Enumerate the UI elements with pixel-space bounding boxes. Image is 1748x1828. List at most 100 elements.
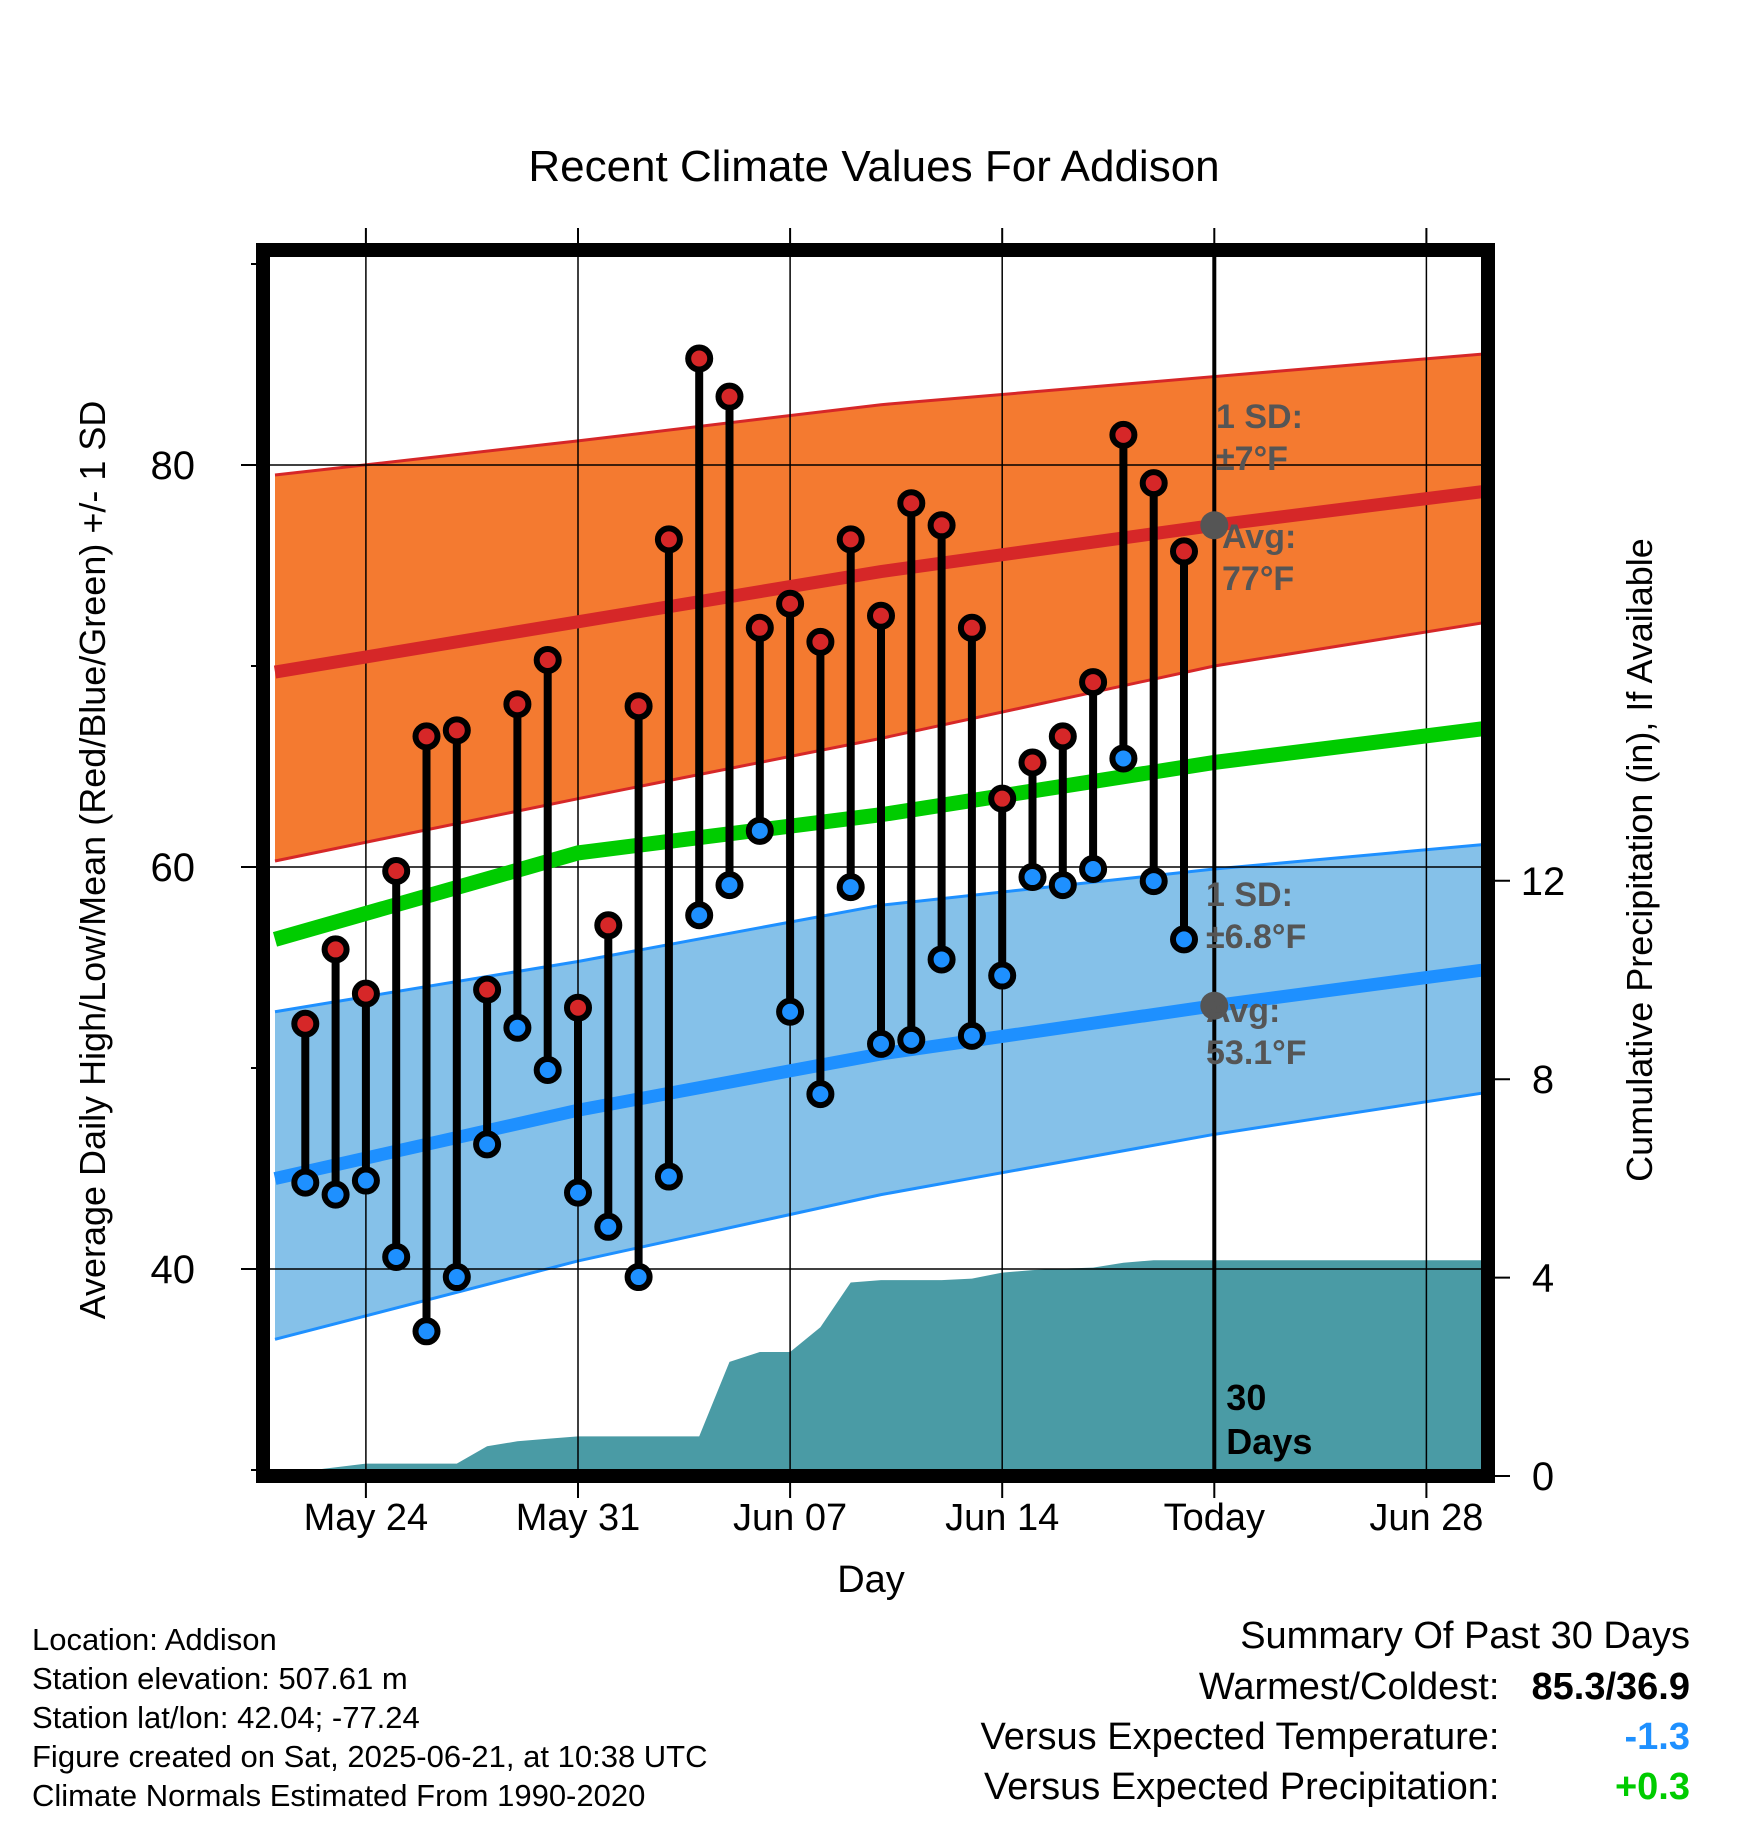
high-point [927, 511, 956, 540]
high-sd-label: 1 SD: [1216, 398, 1303, 436]
low-point [624, 1263, 653, 1292]
low-point [988, 961, 1017, 990]
y2-tick-label: 4 [1532, 1257, 1554, 1301]
low-point [291, 1168, 320, 1197]
low-point [1170, 925, 1198, 954]
low-point [1079, 855, 1108, 884]
latlon-text: Station lat/lon: 42.04; -77.24 [32, 1700, 420, 1735]
low-point [867, 1029, 895, 1058]
y-axis-label: Average Daily High/Low/Mean (Red/Blue/Gr… [72, 401, 113, 1320]
x-tick-label: Today [1164, 1497, 1265, 1539]
low-avg-label: Avg: [1206, 992, 1280, 1030]
summary-temp-row: Versus Expected Temperature: -1.3 [981, 1712, 1690, 1762]
high-point [321, 935, 350, 964]
low-point [321, 1180, 350, 1209]
high-point [685, 344, 714, 373]
precip-value: +0.3 [1614, 1766, 1690, 1808]
high-point [1139, 469, 1168, 498]
high-point [1048, 722, 1077, 751]
high-point [382, 857, 411, 886]
chart-title: Recent Climate Values For Addison [528, 142, 1219, 191]
high-point [836, 525, 865, 554]
y-tick-label: 80 [151, 444, 196, 488]
y-tick-label: 40 [151, 1248, 196, 1292]
normals-text: Climate Normals Estimated From 1990-2020 [32, 1778, 646, 1813]
high-sd-value: ±7°F [1216, 440, 1288, 478]
high-point [442, 716, 471, 745]
high-avg-value: 77°F [1222, 560, 1294, 598]
low-point [654, 1162, 683, 1191]
plot-area: 1 SD: ±7°F Avg: 77°F 1 SD: ±6.8°F Avg: 53.1°F 30… [151, 228, 1566, 1539]
low-avg-value: 53.1°F [1206, 1034, 1307, 1072]
warmest-label: Warmest/Coldest: [1198, 1666, 1500, 1708]
low-point [745, 816, 774, 845]
low-point [685, 901, 714, 930]
high-point [503, 690, 532, 719]
high-point [654, 525, 683, 554]
high-point [291, 1009, 320, 1038]
x-tick-label: May 31 [516, 1497, 641, 1539]
today-low-normal-marker [1200, 991, 1229, 1020]
low-point [927, 945, 956, 974]
precip-area [275, 1260, 1488, 1476]
y2-tick-label: 0 [1532, 1455, 1554, 1499]
high-point [624, 692, 653, 721]
low-point [1048, 871, 1077, 900]
low-point [412, 1317, 441, 1346]
low-point [594, 1212, 623, 1241]
x-tick-label: Jun 14 [945, 1497, 1059, 1539]
station-info: Location: Addison Station elevation: 507… [32, 1620, 708, 1815]
precip-label: Versus Expected Precipitation: [984, 1766, 1500, 1808]
low-point [897, 1025, 926, 1054]
high-point [715, 382, 744, 411]
y2-axis-label: Cumulative Precipitation (in), If Availa… [1619, 538, 1660, 1182]
high-point [1018, 748, 1047, 777]
x-tick-label: Jun 28 [1369, 1497, 1483, 1539]
y2-tick-label: 12 [1521, 860, 1566, 904]
low-point [1109, 744, 1138, 773]
low-point [806, 1080, 835, 1109]
low-point [533, 1056, 562, 1085]
low-point [715, 871, 744, 900]
temp-label: Versus Expected Temperature: [980, 1716, 1500, 1758]
plot-inner: 1 SD: ±7°F Avg: 77°F 1 SD: ±6.8°F Avg: 53.1°F 30… [263, 250, 1488, 1476]
x-axis-label: Day [837, 1559, 905, 1600]
high-point [745, 613, 774, 642]
y-tick-label: 60 [151, 846, 196, 890]
warmest-value: 85.3/36.9 [1531, 1666, 1690, 1708]
high-point [351, 979, 380, 1008]
high-point [594, 911, 623, 940]
high-avg-label: Avg: [1222, 518, 1296, 556]
high-point [988, 784, 1017, 813]
high-point [564, 993, 592, 1022]
low-point [776, 997, 805, 1026]
high-point [412, 722, 441, 751]
high-point [1079, 668, 1108, 697]
high-point [533, 645, 562, 674]
created-text: Figure created on Sat, 2025-06-21, at 10… [32, 1739, 708, 1774]
low-point [351, 1166, 380, 1195]
high-point [897, 489, 926, 518]
low-point [382, 1242, 411, 1271]
low-point [503, 1013, 532, 1042]
high-point [1109, 420, 1138, 449]
summary-title: Summary Of Past 30 Days [1240, 1615, 1690, 1657]
low-sd-label: 1 SD: [1206, 876, 1293, 914]
x-tick-label: Jun 07 [733, 1497, 847, 1539]
today-high-normal-marker [1200, 511, 1229, 540]
low-point [1139, 867, 1168, 896]
summary-panel: Summary Of Past 30 Days Warmest/Coldest:… [981, 1610, 1690, 1812]
low-sd-value: ±6.8°F [1206, 918, 1306, 956]
low-band-lower-edge [274, 1090, 1488, 1341]
high-normal-line [273, 484, 1488, 679]
x-tick-label: May 24 [304, 1497, 429, 1539]
low-point [957, 1021, 986, 1050]
temp-value: -1.3 [1624, 1716, 1690, 1758]
location-text: Location: Addison [32, 1622, 277, 1657]
elevation-text: Station elevation: 507.61 m [32, 1661, 408, 1696]
high-band-upper-edge [274, 352, 1488, 477]
high-point [1170, 537, 1198, 566]
days-label: Days [1226, 1421, 1312, 1462]
plot-frame [256, 243, 1495, 1483]
climate-chart: Recent Climate Values For Addison 1 SD: ±… [72, 142, 1660, 1600]
